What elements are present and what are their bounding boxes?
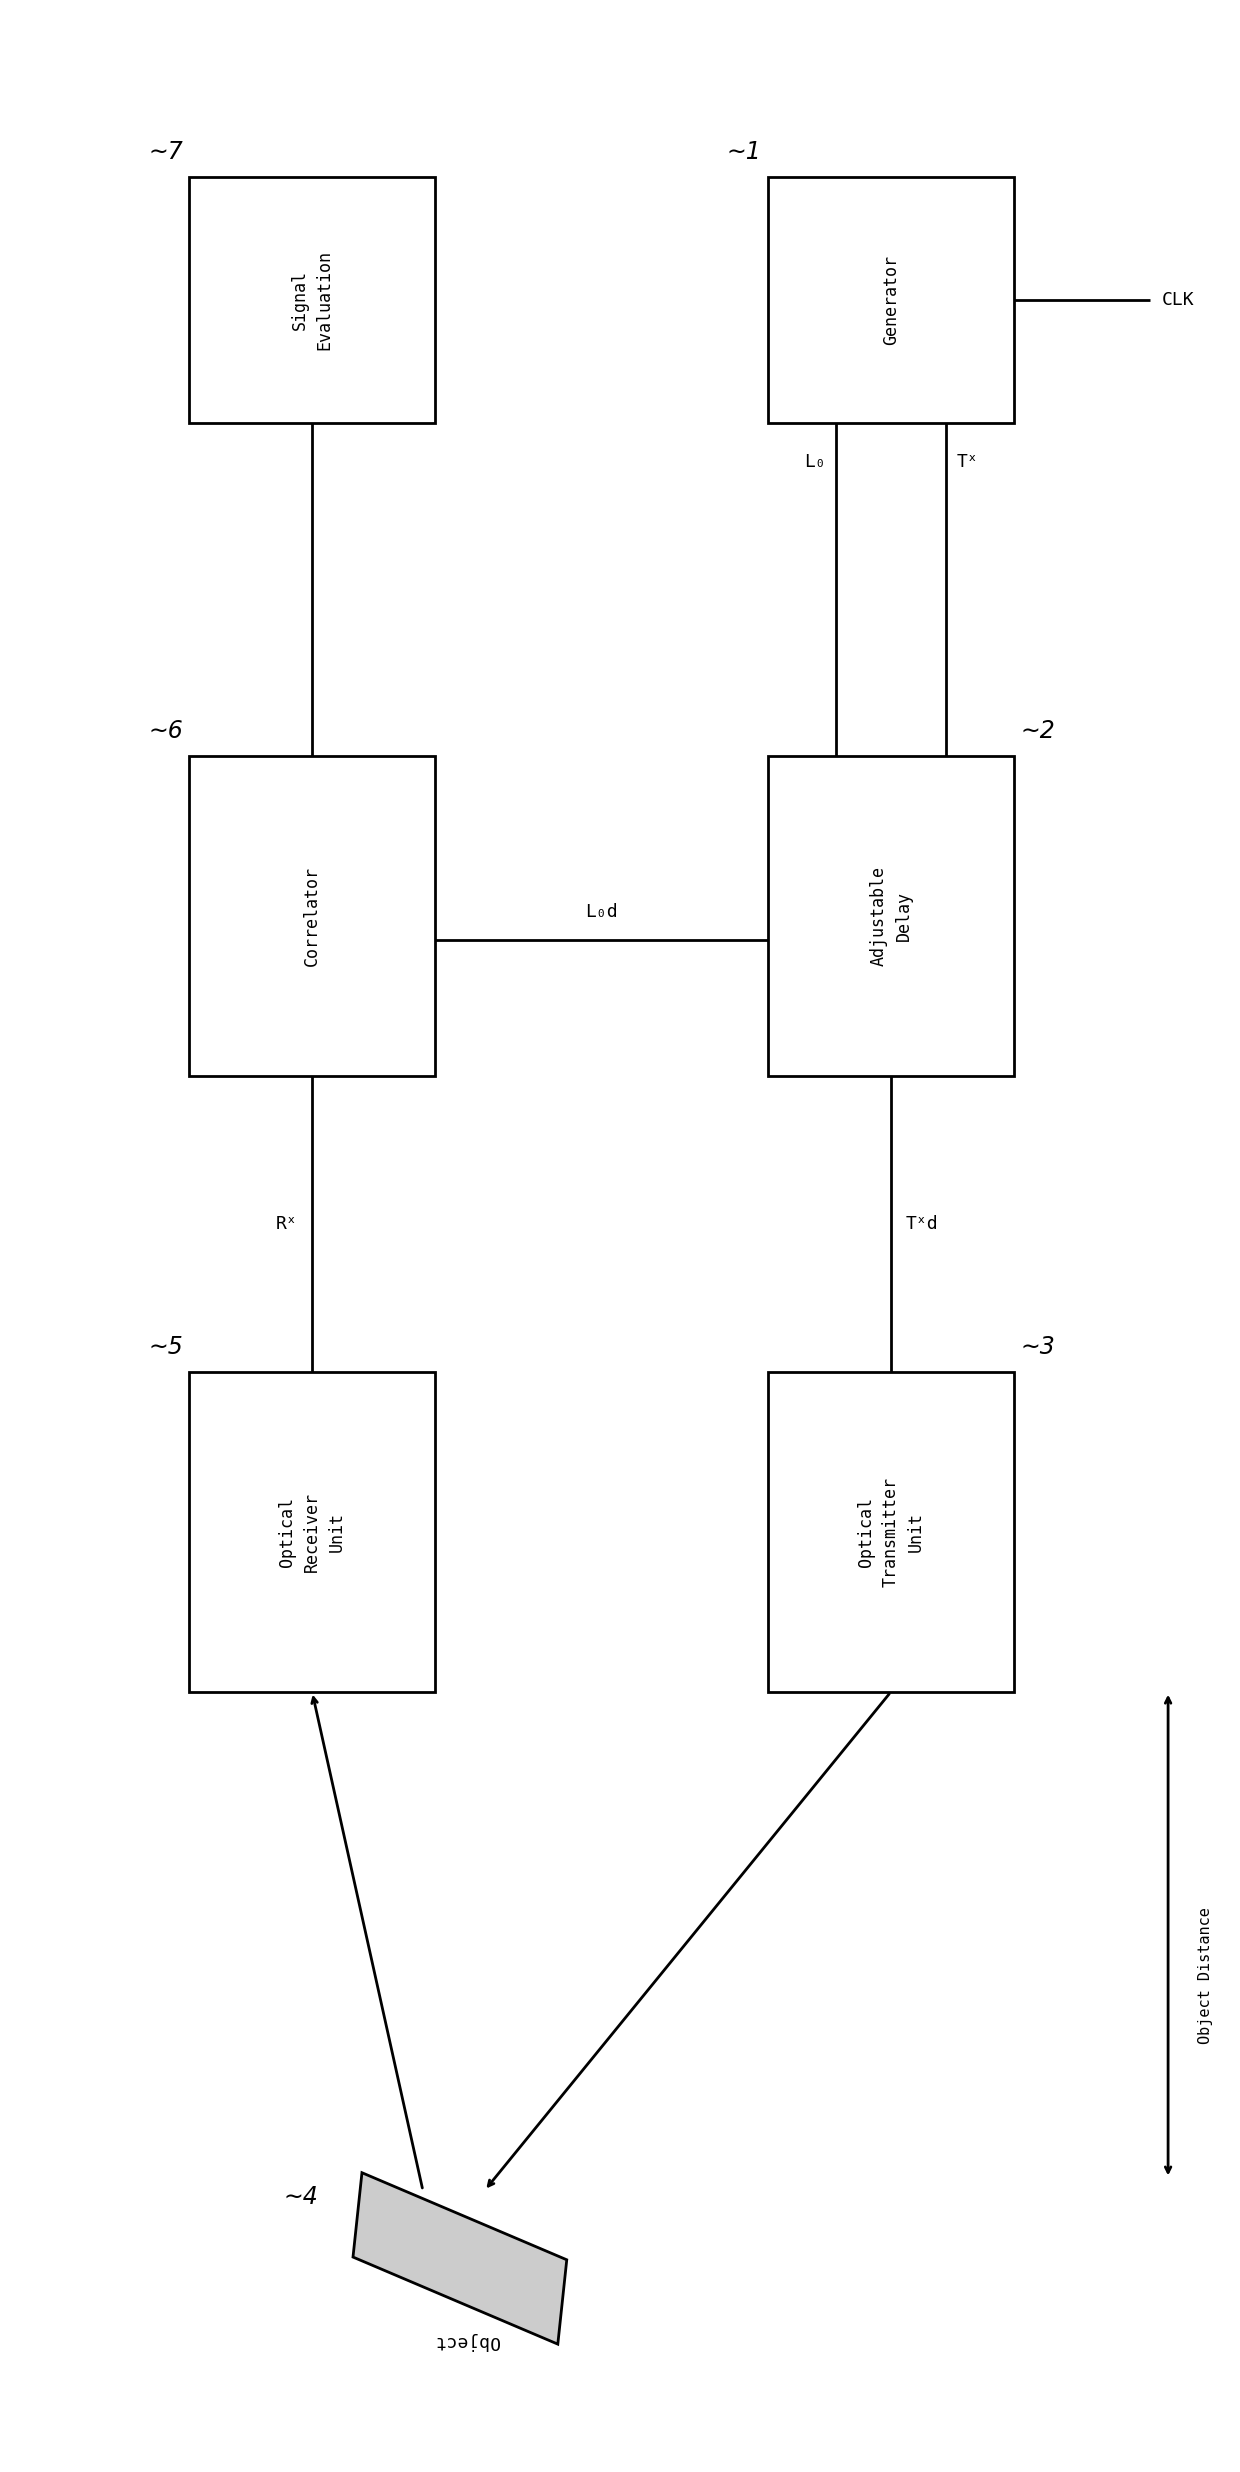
Bar bbox=[768, 756, 1014, 1075]
Text: Optical
Receiver
Unit: Optical Receiver Unit bbox=[278, 1491, 346, 1572]
Text: ∼6: ∼6 bbox=[148, 719, 182, 744]
Bar bbox=[188, 756, 435, 1075]
Text: ∼1: ∼1 bbox=[727, 141, 761, 163]
Text: ∼2: ∼2 bbox=[1021, 719, 1055, 744]
Text: Tˣ: Tˣ bbox=[956, 452, 978, 470]
Text: Rˣ: Rˣ bbox=[275, 1214, 298, 1234]
Text: Object Distance: Object Distance bbox=[1198, 1906, 1213, 2044]
Text: ∼3: ∼3 bbox=[1021, 1335, 1055, 1360]
Text: Tˣd: Tˣd bbox=[905, 1214, 939, 1234]
Bar bbox=[768, 1372, 1014, 1691]
Text: L₀: L₀ bbox=[804, 452, 826, 470]
Text: CLK: CLK bbox=[1162, 292, 1194, 309]
Text: L₀d: L₀d bbox=[585, 902, 618, 920]
Text: Optical
Transmitter
Unit: Optical Transmitter Unit bbox=[857, 1476, 925, 1587]
Bar bbox=[353, 2173, 567, 2343]
Text: ∼5: ∼5 bbox=[148, 1335, 182, 1360]
Bar bbox=[188, 1372, 435, 1691]
Text: Object: Object bbox=[434, 2331, 498, 2351]
Bar bbox=[768, 176, 1014, 423]
Bar bbox=[188, 176, 435, 423]
Text: Generator: Generator bbox=[882, 255, 900, 344]
Text: Correlator: Correlator bbox=[303, 865, 321, 967]
Text: Signal
Evaluation: Signal Evaluation bbox=[290, 250, 334, 351]
Text: Adjustable
Delay: Adjustable Delay bbox=[869, 865, 913, 967]
Text: ∼7: ∼7 bbox=[148, 141, 182, 163]
Text: ∼4: ∼4 bbox=[284, 2185, 319, 2210]
